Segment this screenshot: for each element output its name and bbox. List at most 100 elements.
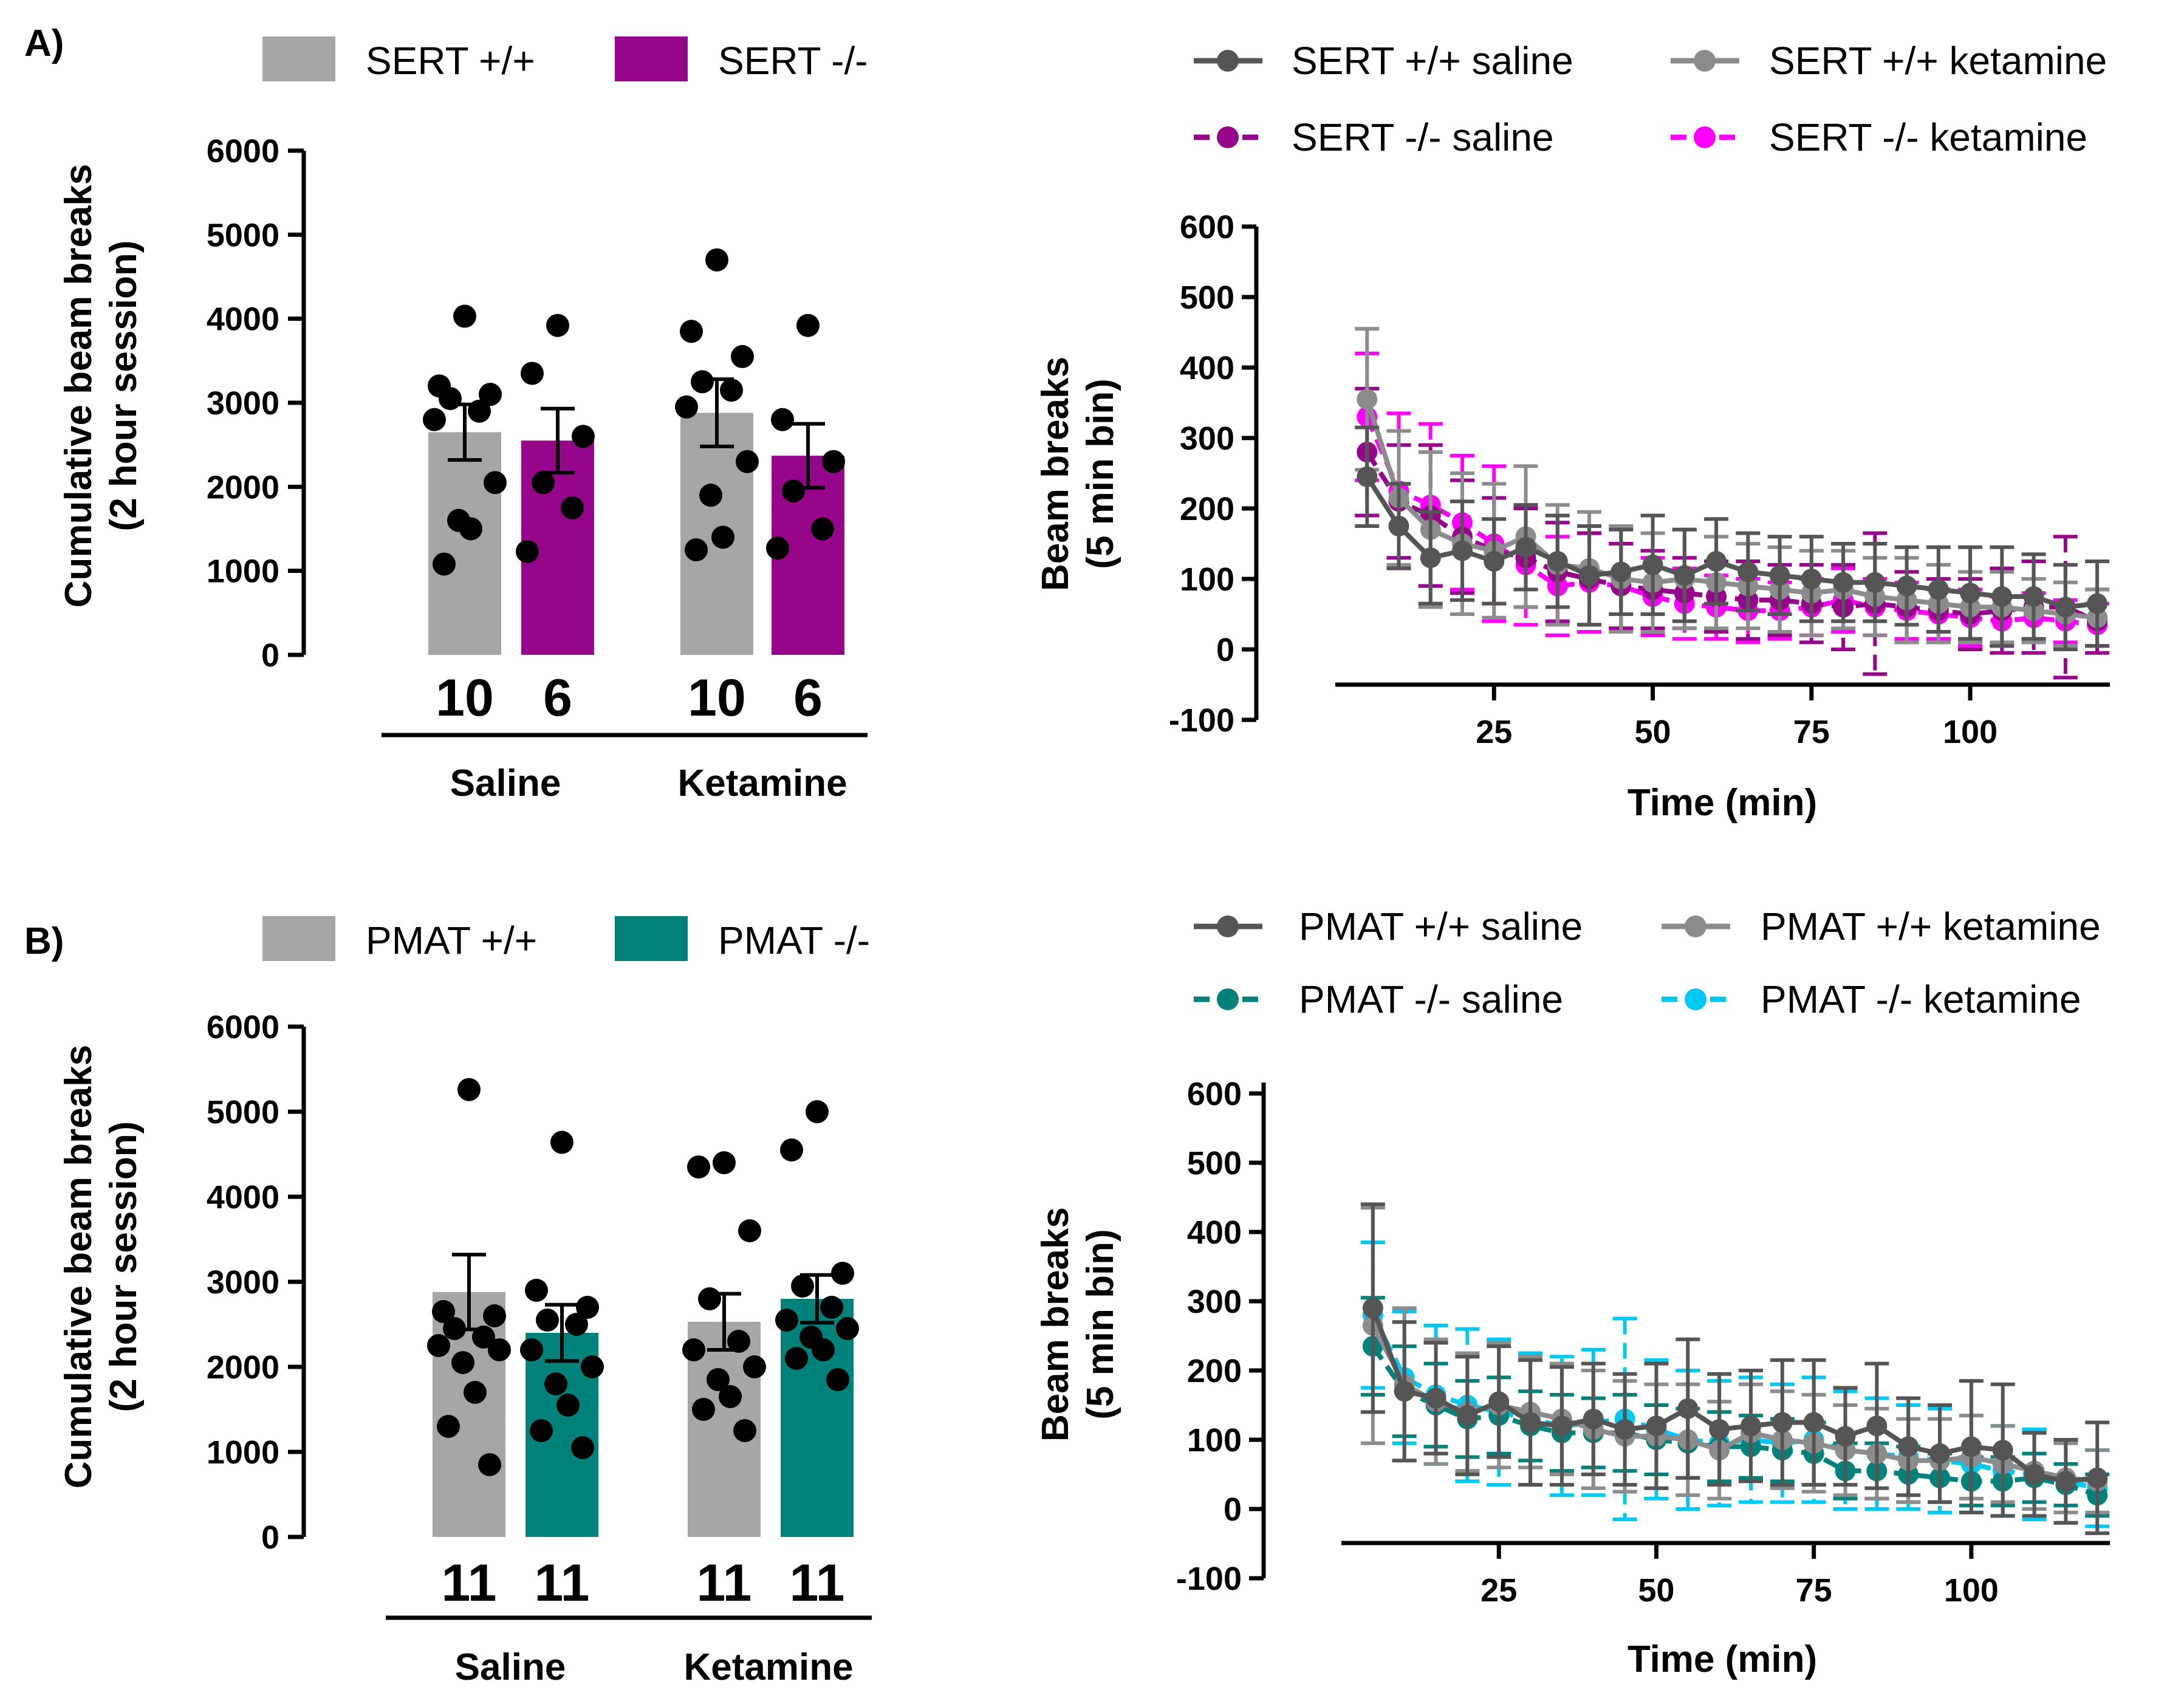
legend-swatch-sert-wt [262,36,335,81]
legend-marker [1685,988,1706,1010]
legend-label: SERT +/+ ketamine [1769,39,2107,83]
x-tick-label: 100 [1943,714,1997,750]
sample-size-label: 10 [436,669,494,727]
y-tick-label: 2000 [207,469,279,505]
legend-marker [1694,50,1716,72]
data-point [561,496,584,519]
data-point [733,1419,756,1442]
data-point [738,1219,761,1242]
data-point [1357,389,1378,410]
series-line [1371,1307,2098,1484]
y-tick-label: 3000 [207,1264,279,1301]
data-point [2023,586,2044,607]
data-point [2055,597,2076,618]
data-point [806,1100,829,1123]
y-tick-label: 500 [1180,279,1234,316]
legend-label: PMAT -/- saline [1299,977,1563,1021]
data-point [743,1355,766,1378]
y-axis-title-line1: Cumulative beam breaks [58,164,100,608]
data-point [826,1368,849,1391]
sample-size-label: 11 [790,1554,845,1612]
data-point [1960,583,1981,604]
sample-size-label: 6 [543,669,572,727]
data-point [556,1394,580,1417]
data-point [1611,561,1632,583]
data-point [687,1155,710,1179]
data-point [692,1398,715,1421]
y-tick-label: 4000 [207,1179,279,1216]
legend-label-pmat-wt: PMAT +/+ [366,919,537,962]
legend-label: PMAT -/- ketamine [1761,977,2081,1021]
data-point [685,538,708,562]
data-point [1769,565,1790,586]
data-point [1866,1415,1888,1437]
data-point [550,1131,573,1154]
data-point [427,1334,450,1357]
data-point [771,408,794,431]
x-tick-label: 75 [1796,1572,1832,1609]
data-point [1803,1412,1824,1433]
y-tick-label: 0 [1224,1491,1242,1528]
panel-b-bar-chart: B) PMAT +/+ PMAT -/- Cumulative beam bre… [24,916,872,1687]
data-point [521,361,544,385]
data-point [478,1453,501,1476]
y-tick-label: 600 [1180,209,1234,245]
data-point [1551,1415,1572,1437]
data-point [1992,1440,2013,1461]
data-point [1520,1412,1541,1433]
data-point [822,450,845,473]
data-point [432,1300,455,1323]
y-tick-label: 200 [1187,1353,1242,1389]
legend-label: SERT -/- ketamine [1769,115,2087,159]
data-point [2087,593,2108,614]
data-point [1488,1391,1510,1412]
sample-size-label: 11 [697,1554,752,1612]
group-label-ketamine: Ketamine [677,762,847,804]
data-point [572,425,595,448]
data-point [571,1436,594,1459]
series-line [1364,398,2098,620]
data-point [720,378,743,402]
data-point [705,248,728,272]
data-point [782,479,805,503]
data-point [457,1078,481,1101]
series [1355,386,2110,680]
legend-item-sert-wt-ketamine: SERT +/+ ketamine [1671,39,2107,83]
data-point [766,536,789,560]
legend-swatch-pmat-ko [615,916,688,961]
y-tick-label: 5000 [207,217,279,253]
data-point [791,1275,814,1298]
y-tick-label: 100 [1180,561,1234,598]
sample-size-label: 6 [793,669,823,727]
x-tick-label: 75 [1793,714,1830,750]
series [1355,425,2110,651]
data-point [711,525,734,549]
legend-marker [1217,50,1239,72]
data-point [836,1317,859,1340]
data-point [576,1296,599,1319]
y-tick-label: 3000 [207,385,279,422]
data-point [775,1309,798,1332]
legend-item-sert-ko-saline: SERT -/- saline [1194,115,1554,159]
legend-label: SERT -/- saline [1292,115,1554,159]
x-axis-title: Time (min) [1628,1638,1817,1680]
data-point [1709,1418,1730,1440]
data-point [1457,1405,1478,1426]
data-point [2024,1464,2045,1485]
y-tick-label: 400 [1180,350,1234,386]
y-tick-label: 0 [261,637,279,674]
data-point [565,1313,588,1336]
group-label-ketamine: Ketamine [683,1646,853,1687]
data-point [488,1338,511,1361]
legend-label-pmat-ko: PMAT -/- [718,919,870,962]
data-point [731,344,754,368]
legend-label-sert-wt: SERT +/+ [366,39,535,83]
data-point [1929,1443,1951,1464]
data-point [682,1338,705,1361]
series-line [1371,1344,2098,1497]
data-point [464,1381,487,1404]
data-point [1394,1381,1415,1402]
y-axis-title-line2: (2 hour session) [103,241,145,532]
data-point [520,1338,543,1361]
data-point [443,1317,466,1340]
